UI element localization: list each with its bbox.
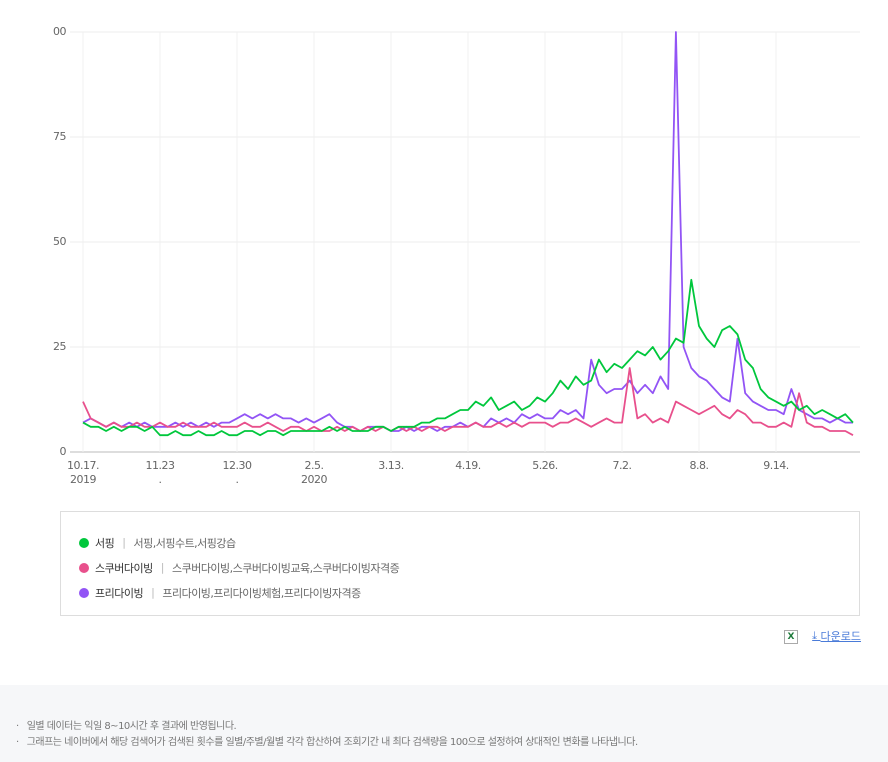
legend-keywords: 스쿠버다이빙,스쿠버다이빙교육,스쿠버다이빙자격증 [171, 561, 400, 575]
legend-dot [79, 562, 89, 573]
x-tick-label: 3.13. [378, 459, 404, 472]
note: 일별 데이터는 익일 8~10시간 후 결과에 반영됩니다. [0, 717, 888, 733]
legend-separator: | [151, 586, 155, 599]
y-tick-label: 00 [53, 25, 66, 38]
x-tick-label: 9.14. [763, 459, 789, 472]
download-label: 다운로드 [820, 630, 861, 643]
series-line [82, 367, 854, 436]
legend-keywords: 프리다이빙,프리다이빙체험,프리다이빙자격증 [162, 586, 361, 600]
excel-icon[interactable]: X [784, 630, 798, 644]
legend-name: 프리다이빙 [95, 586, 144, 600]
x-tick-sublabel: 2019 [70, 473, 96, 486]
series-line [82, 278, 854, 437]
legend-name: 서핑 [95, 536, 115, 550]
y-tick-label: 75 [53, 130, 66, 143]
x-tick-label: 7.2. [613, 459, 632, 472]
legend-entry: 스쿠버다이빙 | 스쿠버다이빙,스쿠버다이빙교육,스쿠버다이빙자격증 [61, 555, 859, 580]
x-tick-label: 4.19. [455, 459, 481, 472]
legend-separator: | [160, 561, 165, 574]
x-tick-label: 5.26. [532, 459, 558, 472]
x-tick-label: 10.17. [67, 459, 99, 472]
download-arrow: ⤓ [812, 629, 821, 642]
x-tick-label: 8.8. [690, 459, 709, 472]
x-tick-sublabel: . [236, 473, 239, 486]
legend-entry: 프리다이빙 | 프리다이빙,프리다이빙체험,프리다이빙자격증 [61, 580, 859, 605]
y-tick-label: 25 [53, 340, 66, 353]
legend-entry: 서핑 | 서핑,서핑수트,서핑강습 [61, 530, 859, 555]
legend-keywords: 서핑,서핑수트,서핑강습 [133, 536, 236, 550]
x-tick-sublabel: . [159, 473, 162, 486]
legend-name: 스쿠버다이빙 [95, 561, 153, 575]
download-link[interactable]: ⤓ 다운로드 [812, 628, 861, 644]
legend-separator: | [122, 536, 126, 549]
chart: 02550750010.17.201911.23.12.30.2.5.20203… [53, 25, 860, 486]
x-tick-label: 11.23 [146, 459, 175, 472]
note: 그래프는 네이버에서 해당 검색어가 검색된 횟수를 일별/주별/월별 각각 합… [0, 733, 888, 749]
footer-notes: 일별 데이터는 익일 8~10시간 후 결과에 반영됩니다.그래프는 네이버에서… [0, 685, 888, 762]
x-tick-label: 12.30 [223, 459, 252, 472]
y-tick-label: 0 [60, 445, 67, 458]
legend-dot [79, 587, 89, 598]
x-tick-label: 2.5. [305, 459, 324, 472]
legend-dot [79, 537, 89, 548]
y-tick-label: 50 [53, 235, 66, 248]
x-tick-sublabel: 2020 [301, 473, 327, 486]
